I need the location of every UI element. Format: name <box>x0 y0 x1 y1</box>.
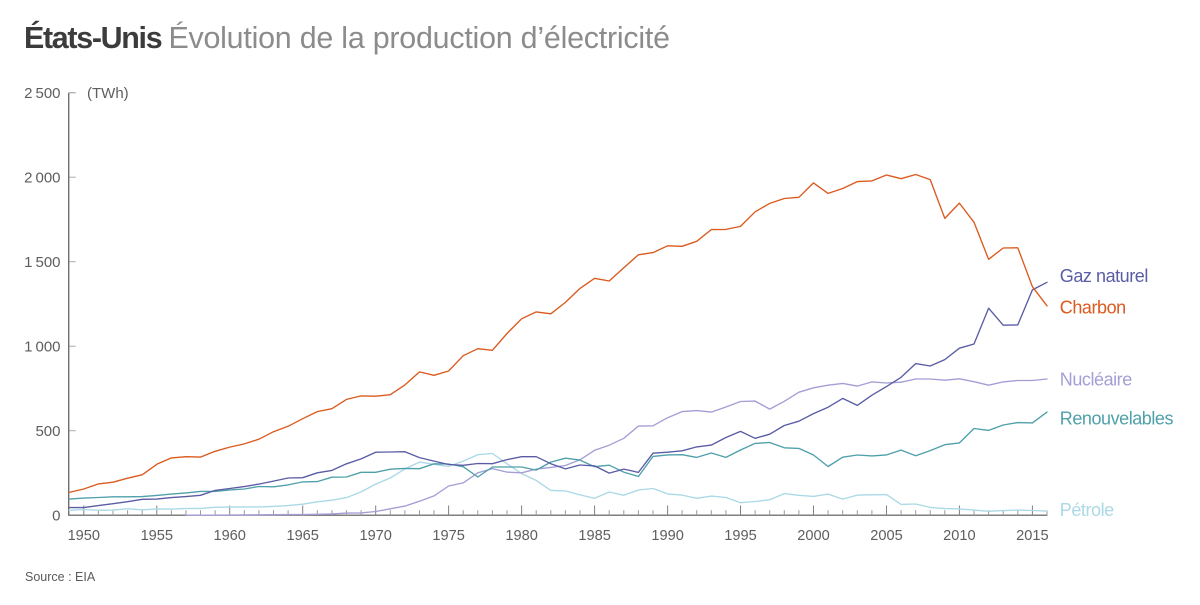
svg-text:Renouvelables: Renouvelables <box>1060 408 1174 428</box>
svg-text:2 500: 2 500 <box>24 85 60 102</box>
svg-text:500: 500 <box>35 423 60 440</box>
svg-text:Pétrole: Pétrole <box>1060 500 1114 520</box>
svg-text:1965: 1965 <box>286 528 318 544</box>
svg-text:Nucléaire: Nucléaire <box>1060 370 1132 390</box>
svg-text:1975: 1975 <box>432 528 464 544</box>
svg-text:2015: 2015 <box>1016 528 1048 544</box>
svg-text:1955: 1955 <box>141 528 173 544</box>
svg-text:2010: 2010 <box>943 528 975 544</box>
svg-text:2005: 2005 <box>870 528 902 544</box>
svg-text:0: 0 <box>52 507 60 524</box>
svg-text:1 500: 1 500 <box>24 254 60 271</box>
svg-text:États-Unis Évolution de la pro: États-Unis Évolution de la production d’… <box>24 21 670 55</box>
svg-text:Source : EIA: Source : EIA <box>25 570 96 584</box>
svg-text:1 000: 1 000 <box>24 338 60 355</box>
svg-text:2 000: 2 000 <box>24 169 60 186</box>
svg-text:1960: 1960 <box>213 528 245 544</box>
svg-text:1985: 1985 <box>578 528 610 544</box>
svg-text:Charbon: Charbon <box>1060 298 1126 318</box>
svg-text:1980: 1980 <box>505 528 537 544</box>
svg-text:1990: 1990 <box>651 528 683 544</box>
svg-text:1950: 1950 <box>68 528 100 544</box>
svg-text:(TWh): (TWh) <box>87 85 129 102</box>
svg-text:2000: 2000 <box>797 528 829 544</box>
svg-text:1995: 1995 <box>724 528 756 544</box>
svg-text:Gaz naturel: Gaz naturel <box>1060 266 1148 286</box>
svg-text:1970: 1970 <box>359 528 391 544</box>
